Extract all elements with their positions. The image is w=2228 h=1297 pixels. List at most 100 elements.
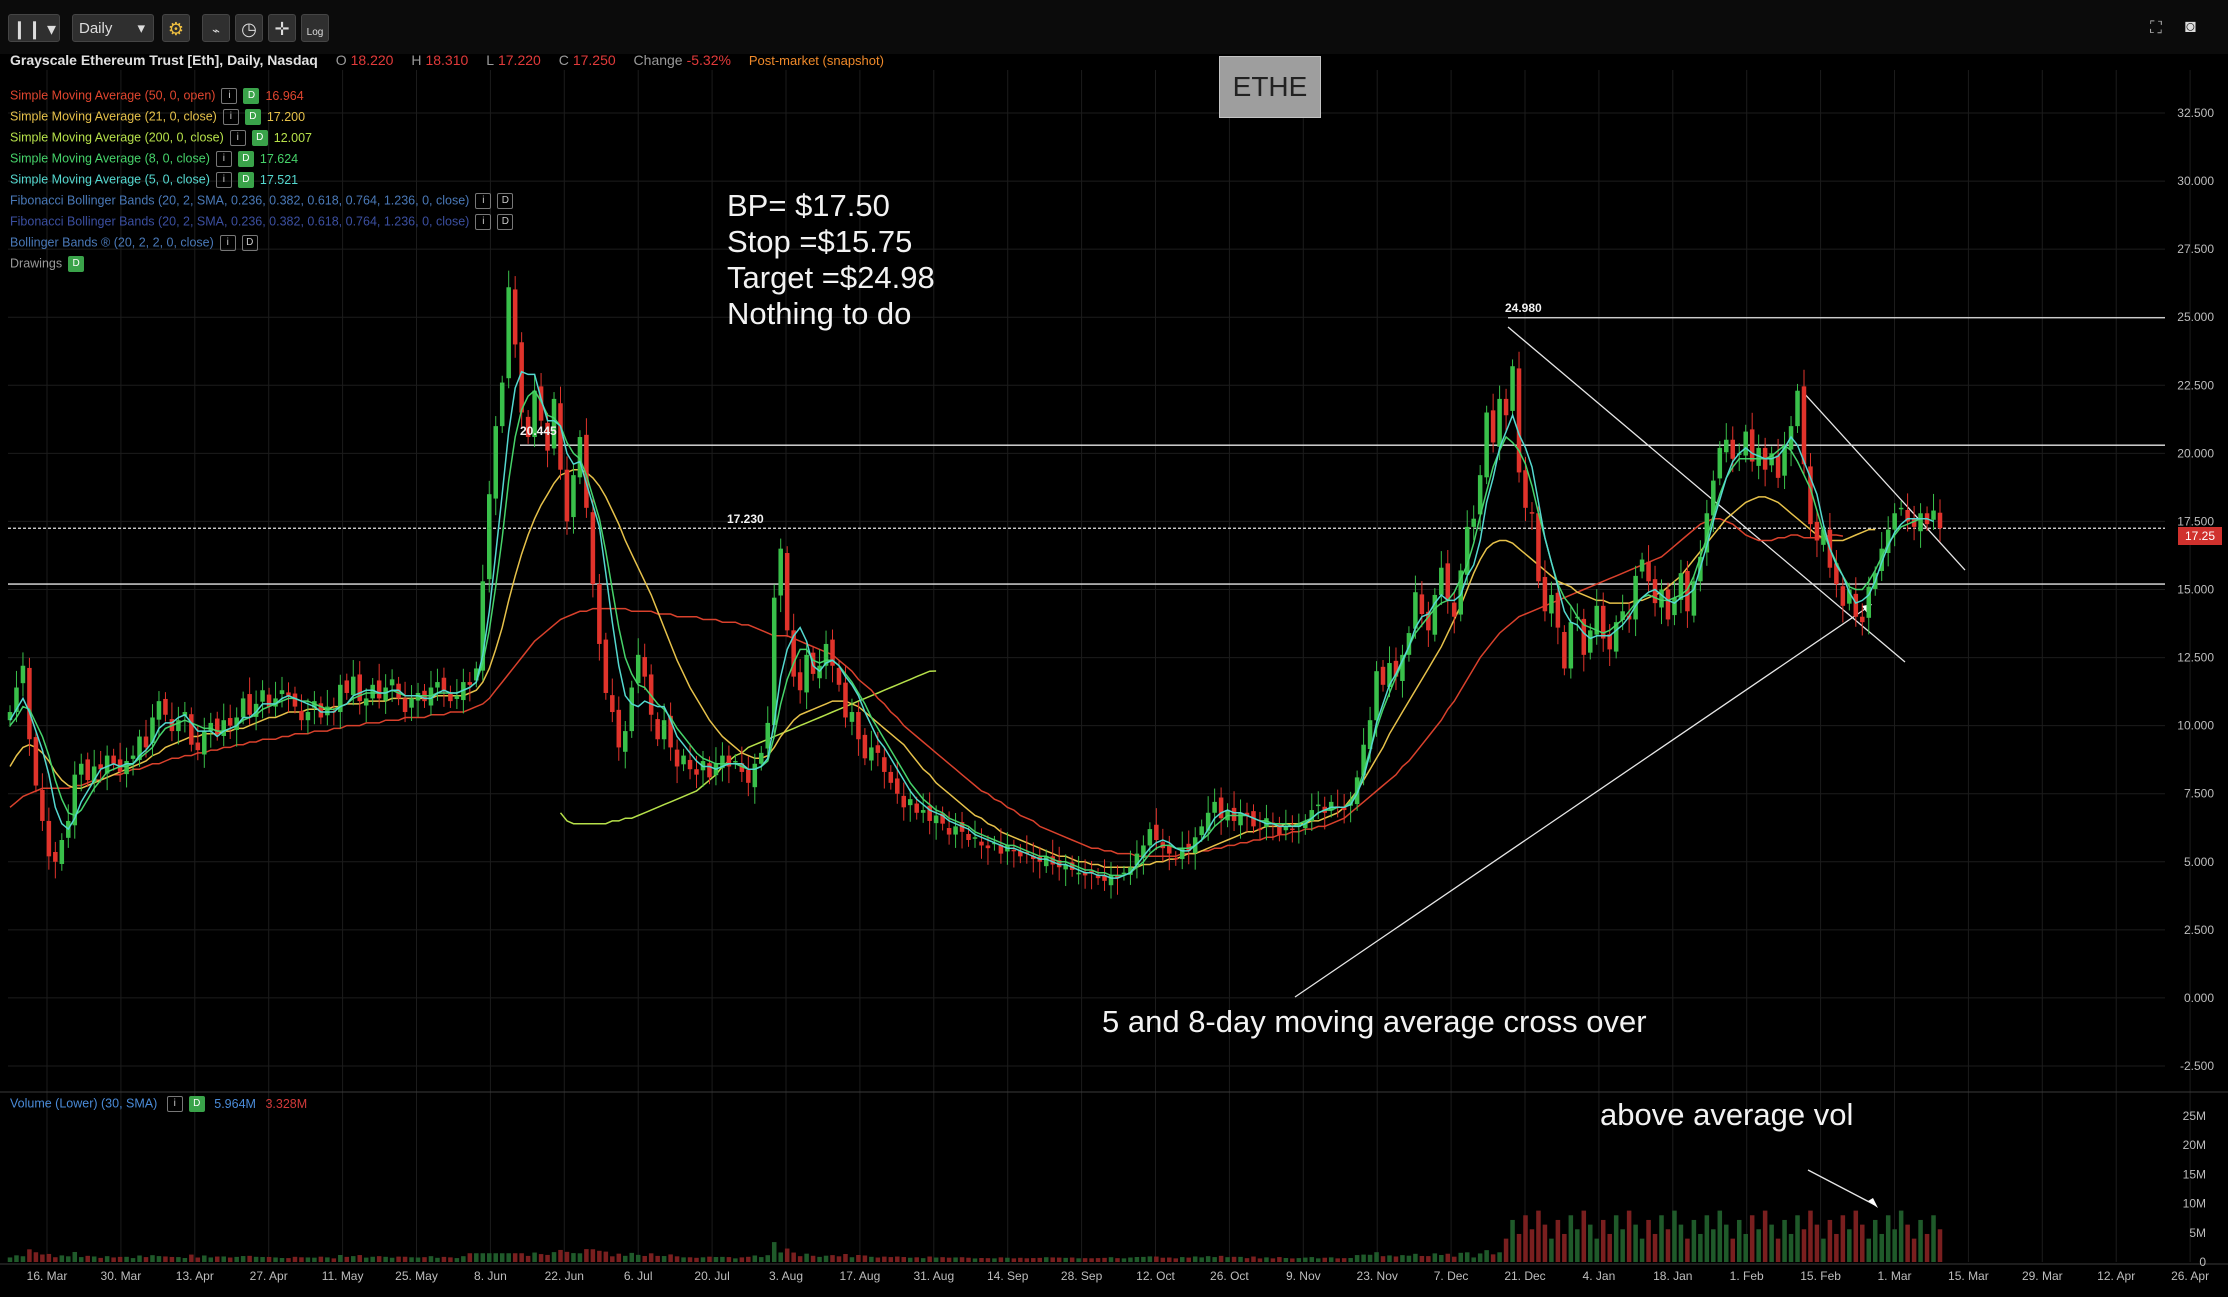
volume-bar <box>1296 1258 1302 1262</box>
volume-bar <box>597 1250 602 1262</box>
d-chip[interactable]: D <box>237 172 254 188</box>
volume-bar <box>933 1257 939 1262</box>
candle-body <box>1516 368 1522 473</box>
info-chip[interactable]: i <box>221 88 238 104</box>
volume-bar <box>273 1257 278 1262</box>
candle-body <box>1244 812 1250 816</box>
volume-value-1: 5.964M <box>214 1097 256 1111</box>
d-chip[interactable]: D <box>497 214 514 230</box>
info-chip[interactable]: i <box>229 130 246 146</box>
time-tick-label: 6. Jul <box>624 1269 653 1283</box>
info-chip[interactable]: i <box>215 172 232 188</box>
study-row[interactable]: Simple Moving Average (200, 0, close) i D 1… <box>10 130 312 146</box>
candle-body <box>739 763 745 772</box>
volume-bar <box>1704 1215 1710 1262</box>
fullscreen-icon[interactable]: ⛶ <box>2150 18 2162 37</box>
log-scale-button[interactable]: Log <box>301 14 329 42</box>
open-value: 18.220 <box>350 52 394 68</box>
info-chip[interactable]: i <box>219 235 236 251</box>
volume-bar <box>1853 1210 1859 1262</box>
study-row[interactable]: Drawings D <box>10 256 85 272</box>
candle-body <box>558 403 563 470</box>
d-chip[interactable]: D <box>497 193 514 209</box>
candle-body <box>674 749 680 767</box>
camera-icon[interactable]: ◙ <box>2185 16 2196 36</box>
info-chip[interactable]: i <box>475 193 492 209</box>
volume-bar <box>1497 1252 1502 1262</box>
study-row[interactable]: Fibonacci Bollinger Bands (20, 2, SMA, 0… <box>10 193 514 209</box>
compare-button[interactable]: ⌁ <box>202 14 230 42</box>
time-button[interactable]: ◷ <box>235 14 263 42</box>
volume-bar <box>124 1256 129 1262</box>
candle-body <box>953 826 958 835</box>
price-tick-label: -2.500 <box>2180 1059 2214 1073</box>
volume-bar <box>389 1257 395 1262</box>
d-chip[interactable]: D <box>188 1096 205 1112</box>
candle-body <box>610 695 615 713</box>
volume-bar <box>1147 1256 1153 1262</box>
candle-body <box>1549 594 1554 614</box>
study-row[interactable]: Simple Moving Average (5, 0, close) i D 17.… <box>10 172 298 188</box>
d-chip[interactable]: D <box>251 130 268 146</box>
volume-bar <box>778 1252 783 1262</box>
clock-icon: ◷ <box>241 19 257 39</box>
interval-select[interactable]: Daily ▾ <box>72 14 154 42</box>
volume-bar <box>1736 1219 1742 1262</box>
volume-bar <box>1393 1256 1399 1262</box>
d-chip[interactable]: D <box>244 109 261 125</box>
info-chip[interactable]: i <box>475 214 492 230</box>
d-chip[interactable]: D <box>237 151 254 167</box>
volume-bar <box>1283 1258 1289 1262</box>
study-row[interactable]: Simple Moving Average (8, 0, close) i D 17.… <box>10 151 298 167</box>
candle-body <box>888 771 894 783</box>
candle-body <box>1562 631 1567 669</box>
info-chip[interactable]: i <box>166 1096 183 1112</box>
settings-button[interactable]: ⚙ <box>162 14 190 42</box>
candle-body <box>344 680 350 693</box>
volume-bar <box>20 1256 26 1262</box>
chart-type-button[interactable]: ❙❙ ▾ <box>8 14 60 42</box>
study-row[interactable]: Fibonacci Bollinger Bands (20, 2, SMA, 0… <box>10 214 514 230</box>
d-chip[interactable]: D <box>243 88 260 104</box>
candle-body <box>214 718 220 734</box>
volume-bar <box>480 1253 486 1262</box>
candle-body <box>1095 874 1101 879</box>
candle-body <box>661 720 667 740</box>
volume-axis: 25M 20M 15M 10M 5M 0 <box>2183 1109 2207 1269</box>
candle-body <box>85 759 90 781</box>
volume-bar <box>862 1255 868 1262</box>
candle-body <box>895 778 900 794</box>
d-chip[interactable]: D <box>241 235 258 251</box>
study-row[interactable]: Simple Moving Average (50, 0, open) i D 16.… <box>10 88 304 104</box>
candle-body <box>1154 824 1159 841</box>
study-row[interactable]: Simple Moving Average (21, 0, close) i D 17… <box>10 109 305 125</box>
volume-bar <box>1782 1219 1787 1262</box>
volume-bar <box>584 1249 589 1262</box>
volume-bar <box>214 1256 220 1262</box>
candle-body <box>1257 828 1263 831</box>
volume-bar <box>1885 1215 1891 1262</box>
d-chip[interactable]: D <box>68 256 85 272</box>
candle-body <box>1685 570 1690 612</box>
info-chip[interactable]: i <box>215 151 232 167</box>
candle-body <box>182 712 188 716</box>
volume-bar <box>415 1257 421 1262</box>
study-row[interactable]: Bollinger Bands ® (20, 2, 2, 0, close) i D <box>10 235 258 251</box>
time-tick-label: 12. Apr <box>2097 1269 2135 1283</box>
info-chip[interactable]: i <box>222 109 239 125</box>
candle-body <box>1452 602 1457 617</box>
candle-body <box>1050 856 1055 865</box>
volume-bar <box>7 1257 13 1262</box>
candle-body <box>1121 872 1127 875</box>
price-tick-label: 32.500 <box>2177 106 2214 120</box>
crosshair-button[interactable]: ✛ <box>268 14 296 42</box>
candle-body <box>778 548 783 596</box>
candle-body <box>726 755 732 767</box>
volume-bar <box>1270 1258 1276 1262</box>
volume-bar <box>1866 1238 1872 1262</box>
candle-body <box>325 706 330 716</box>
candle-body <box>143 736 149 748</box>
candle-body <box>1808 466 1813 525</box>
candle-body <box>363 698 369 706</box>
